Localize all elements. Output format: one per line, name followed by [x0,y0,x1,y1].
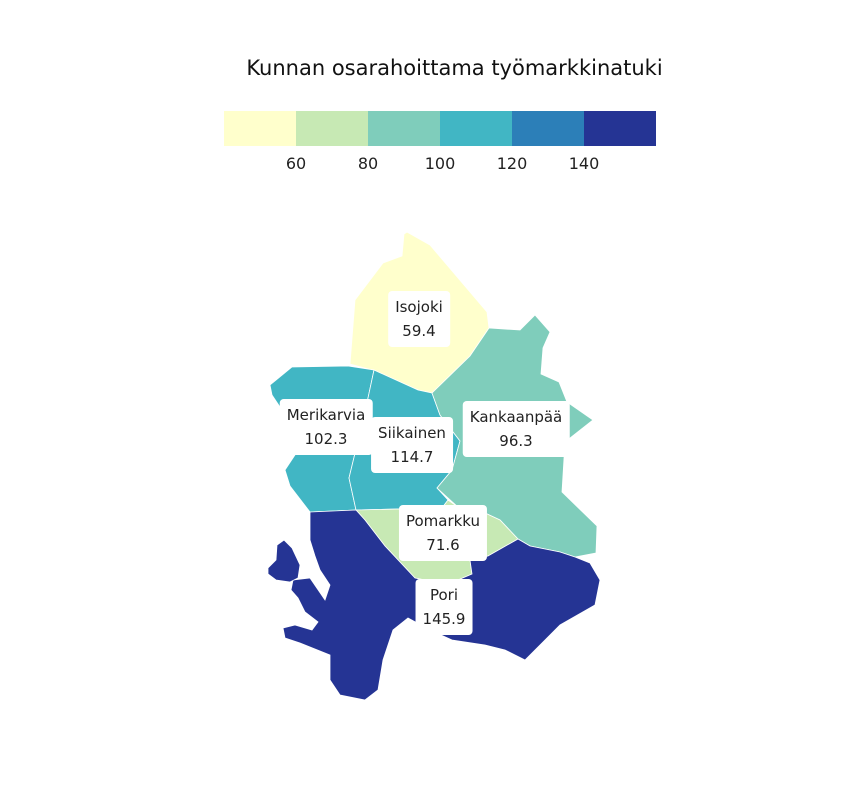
label-name: Merikarvia [286,406,366,424]
legend-tick: 60 [285,154,307,173]
label-value: 102.3 [304,430,348,448]
label-value: 114.7 [390,448,434,466]
legend-tick: 80 [357,154,379,173]
label-kankaanpaa: Kankaanpää 96.3 [462,401,570,457]
legend-tick: 100 [424,154,456,173]
label-pori: Pori 145.9 [415,579,473,635]
legend-tick: 140 [568,154,600,173]
label-value: 145.9 [422,610,466,628]
label-name: Siikainen [378,424,446,442]
map-title: Kunnan osarahoittama työmarkkinatuki [246,56,663,80]
label-isojoki: Isojoki 59.4 [388,291,450,347]
legend-tick: 120 [496,154,528,173]
label-merikarvia: Merikarvia 102.3 [279,399,373,455]
legend-bin-4 [440,111,512,146]
label-name: Pomarkku [405,512,481,530]
legend-bin-3 [368,111,440,146]
label-name: Pori [429,586,459,604]
legend-ticks: 60 80 100 120 140 [0,154,864,176]
region-pori-island [267,539,301,583]
label-value: 96.3 [499,432,533,450]
label-pomarkku: Pomarkku 71.6 [398,505,488,561]
legend-bin-6 [584,111,656,146]
legend-bin-2 [296,111,368,146]
legend-bin-5 [512,111,584,146]
label-value: 59.4 [402,322,436,340]
label-value: 71.6 [426,536,460,554]
label-name: Isojoki [395,298,443,316]
label-siikainen: Siikainen 114.7 [371,417,453,473]
legend-bin-1 [224,111,296,146]
label-name: Kankaanpää [469,408,563,426]
color-legend [224,111,656,146]
